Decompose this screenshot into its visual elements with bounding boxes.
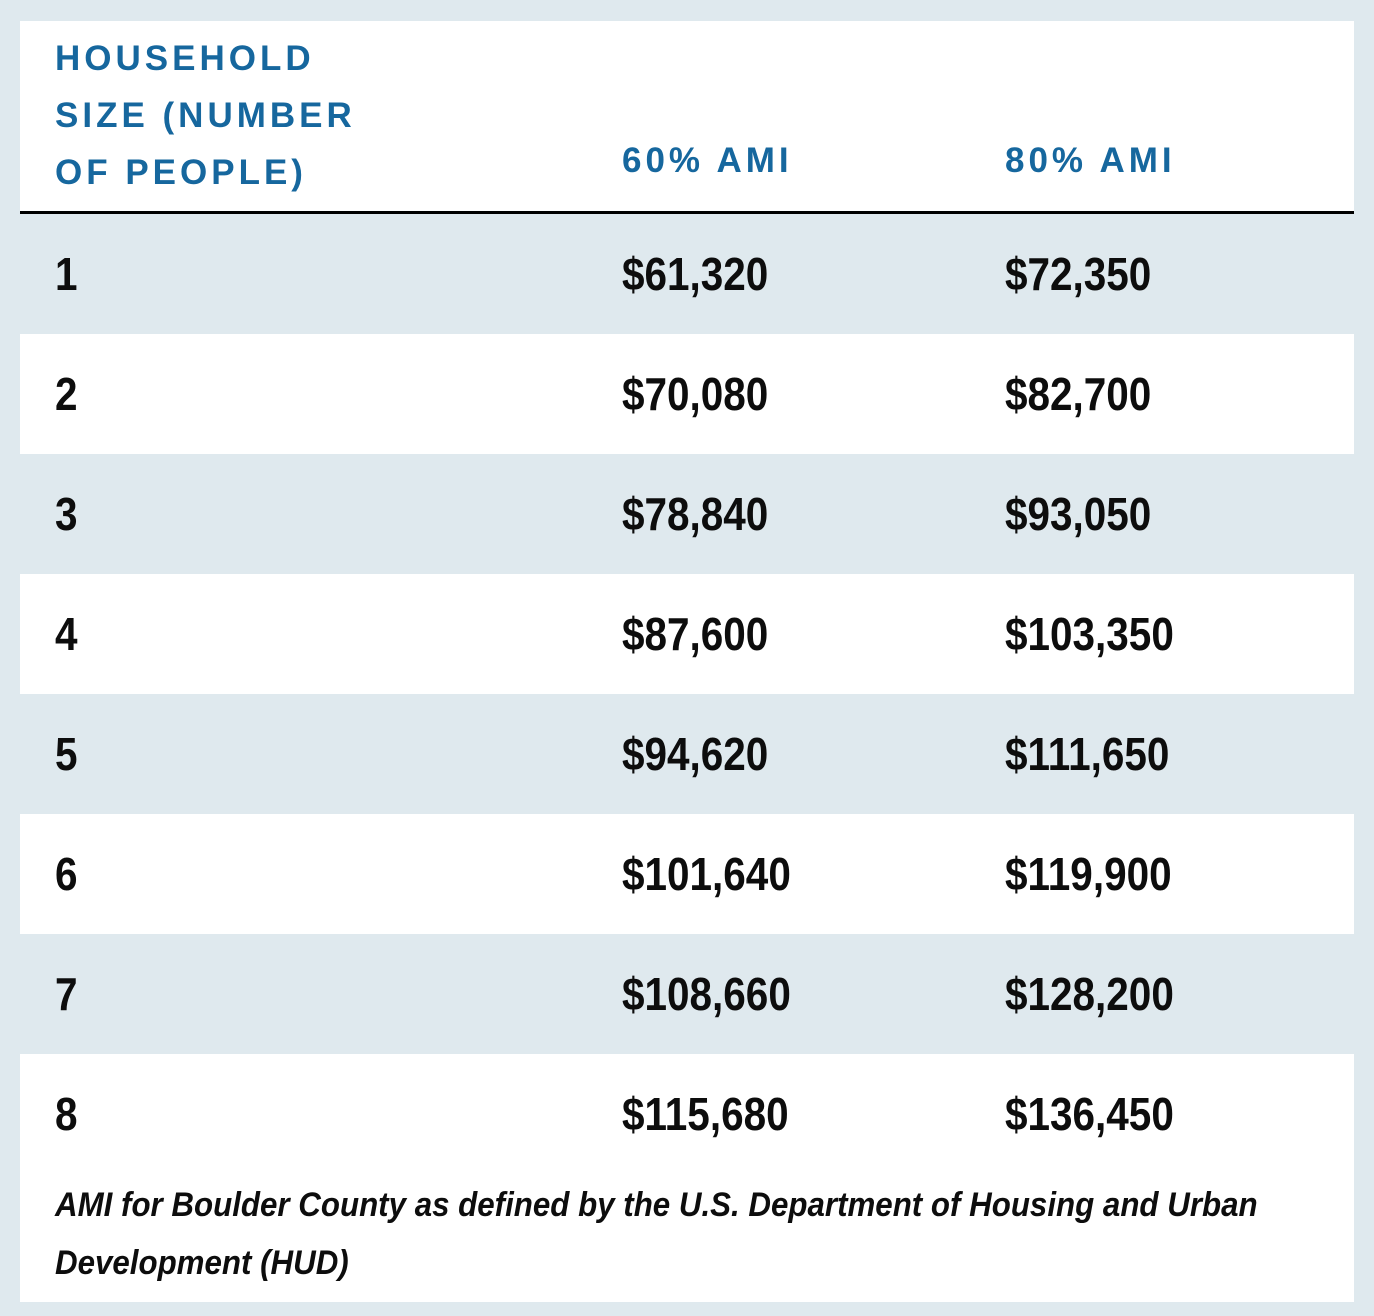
ami60-cell: $61,320 xyxy=(622,248,769,300)
ami80-cell: $119,900 xyxy=(1005,848,1172,900)
ami60-cell: $78,840 xyxy=(622,488,769,540)
ami60-cell: $101,640 xyxy=(622,848,791,900)
footnote-line-1: AMI for Boulder County as defined by the… xyxy=(55,1186,1258,1224)
column-header-60-ami: 60% AMI xyxy=(622,141,793,180)
header-line-1: HOUSEHOLD xyxy=(55,39,315,78)
table-footnote: AMI for Boulder County as defined by the… xyxy=(20,1174,1354,1302)
household-size-cell: 4 xyxy=(55,608,78,660)
column-header-80-ami: 80% AMI xyxy=(1005,141,1176,180)
ami80-cell: $93,050 xyxy=(1005,488,1152,540)
table-row: 1 $61,320 $72,350 xyxy=(20,214,1354,334)
ami60-cell: $108,660 xyxy=(622,968,791,1020)
household-size-cell: 5 xyxy=(55,728,78,780)
ami80-cell: $111,650 xyxy=(1005,728,1170,780)
ami60-cell: $115,680 xyxy=(622,1088,789,1140)
ami80-cell: $128,200 xyxy=(1005,968,1174,1020)
ami60-cell: $70,080 xyxy=(622,368,769,420)
ami80-cell: $82,700 xyxy=(1005,368,1152,420)
table-row: 5 $94,620 $111,650 xyxy=(20,694,1354,814)
household-size-cell: 8 xyxy=(55,1088,78,1140)
household-size-cell: 3 xyxy=(55,488,78,540)
table-row: 3 $78,840 $93,050 xyxy=(20,454,1354,574)
header-line-2: SIZE (NUMBER xyxy=(55,96,356,135)
ami80-cell: $103,350 xyxy=(1005,608,1174,660)
household-size-cell: 1 xyxy=(55,248,78,300)
header-divider-line xyxy=(20,211,1354,214)
ami80-cell: $136,450 xyxy=(1005,1088,1174,1140)
household-size-cell: 6 xyxy=(55,848,78,900)
column-header-household-size: HOUSEHOLD SIZE (NUMBER OF PEOPLE) xyxy=(55,30,622,201)
household-size-cell: 2 xyxy=(55,368,78,420)
ami60-cell: $94,620 xyxy=(622,728,769,780)
table-row: 8 $115,680 $136,450 xyxy=(20,1054,1354,1174)
household-size-cell: 7 xyxy=(55,968,78,1020)
table-row: 6 $101,640 $119,900 xyxy=(20,814,1354,934)
table-row: 7 $108,660 $128,200 xyxy=(20,934,1354,1054)
ami80-cell: $72,350 xyxy=(1005,248,1152,300)
header-line-3: OF PEOPLE) xyxy=(55,153,307,192)
footnote-line-2: Development (HUD) xyxy=(55,1244,349,1282)
table-header-row: HOUSEHOLD SIZE (NUMBER OF PEOPLE) 60% AM… xyxy=(20,21,1354,211)
ami60-cell: $87,600 xyxy=(622,608,769,660)
table-row: 2 $70,080 $82,700 xyxy=(20,334,1354,454)
table-row: 4 $87,600 $103,350 xyxy=(20,574,1354,694)
